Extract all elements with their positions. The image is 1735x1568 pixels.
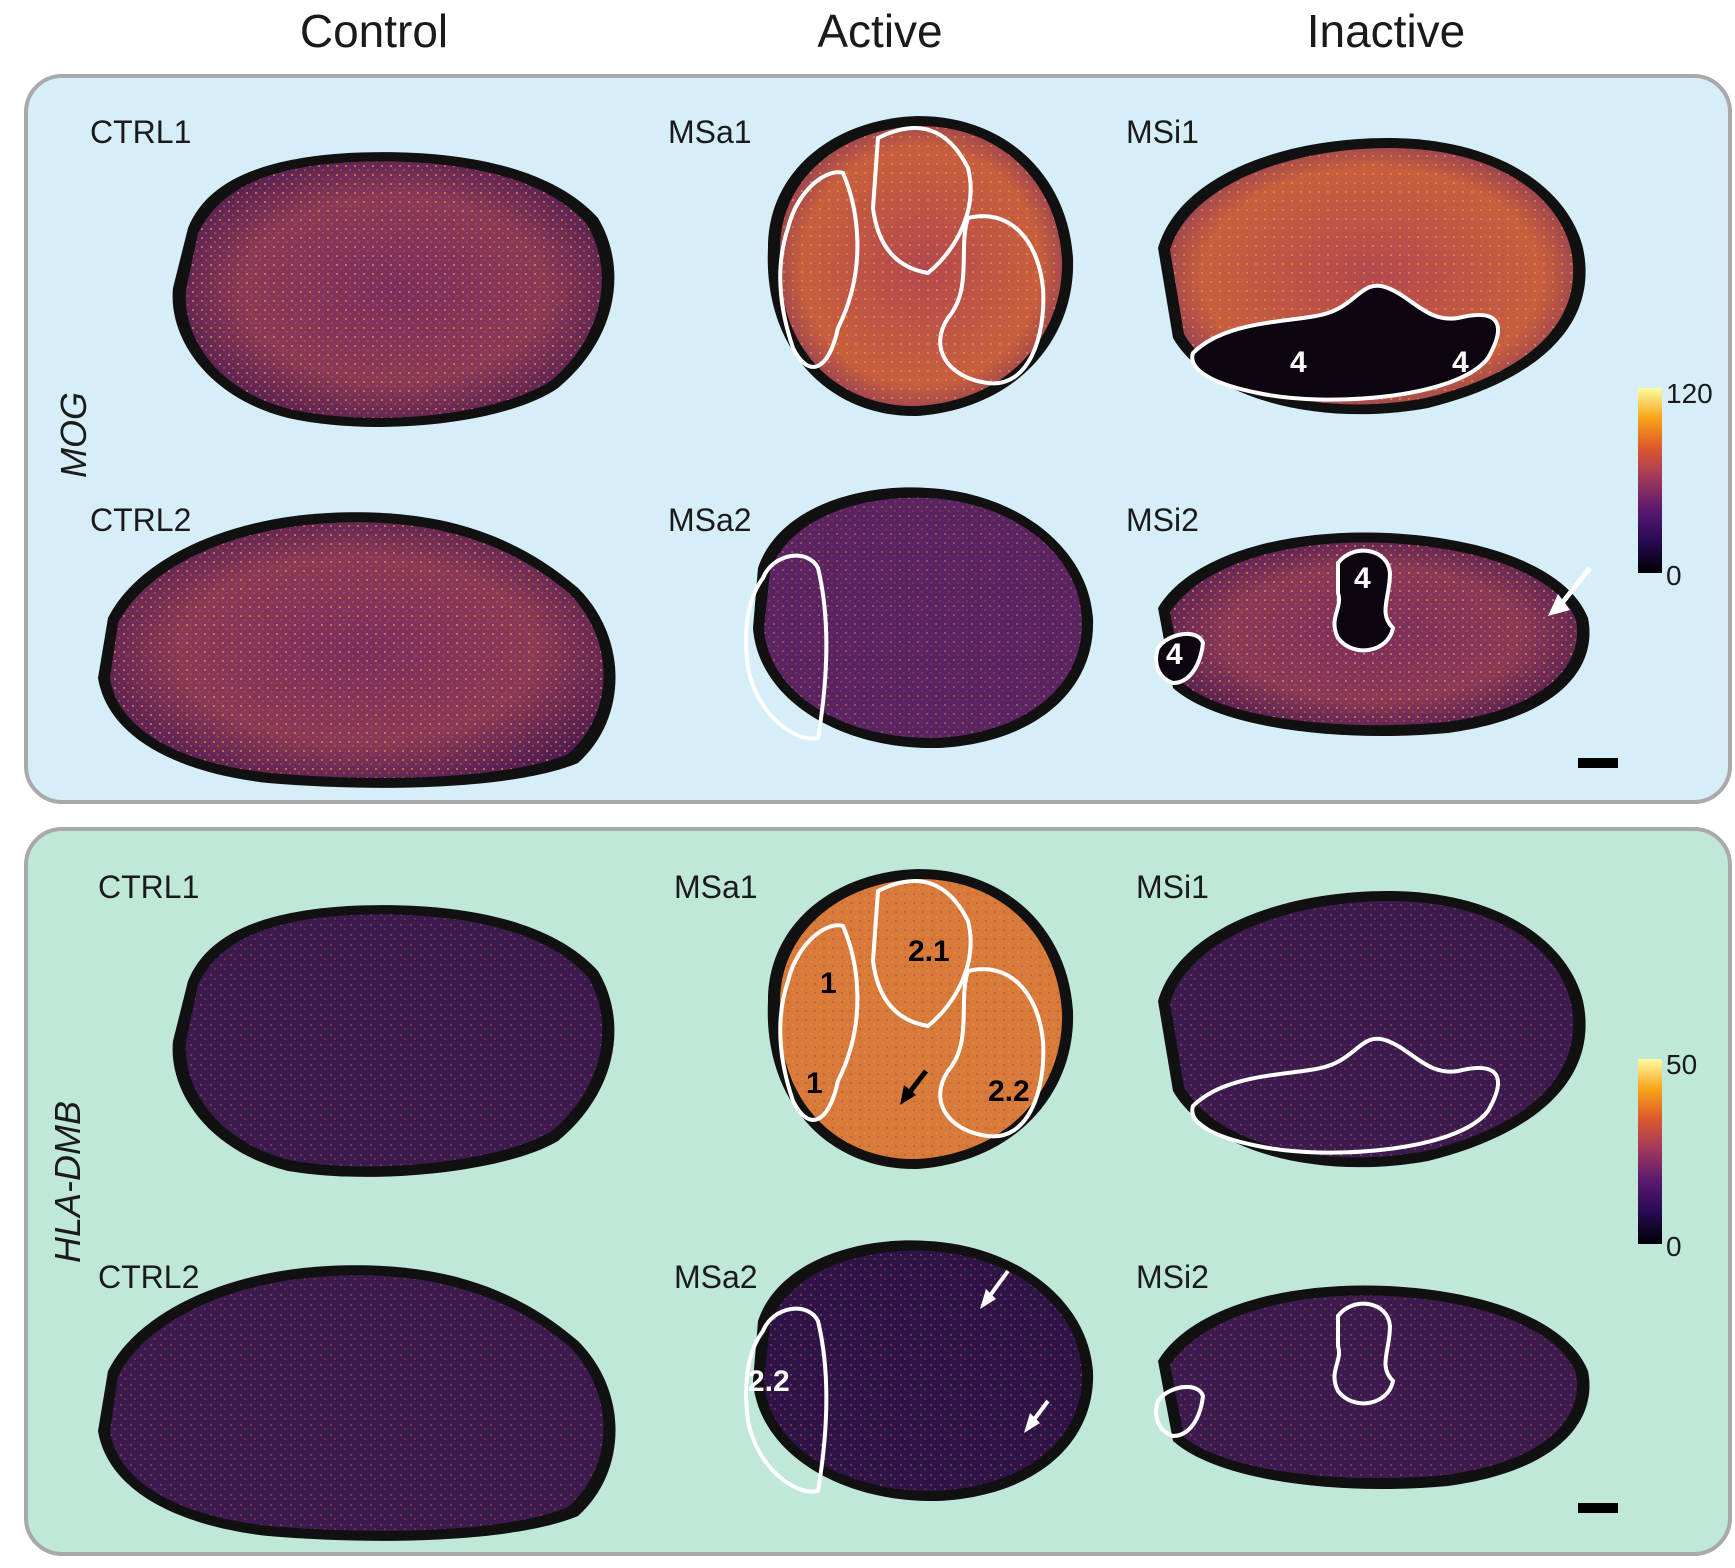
region-label-msa1-d: 2.2: [988, 1075, 1030, 1108]
colorbar-max-hla-dmb: 50: [1666, 1049, 1698, 1080]
colorbar-min-hla-dmb: 0: [1666, 1231, 1682, 1262]
region-label-msa1-a: 1: [820, 967, 837, 1000]
hla-dmb-panel: HLA-DMB CTRL1 CTRL2 MSa1 MSa2 MSi1 MSi2: [24, 827, 1732, 1556]
tissue-image-ctrl2: [98, 512, 616, 788]
mog-panel: MOG CTRL1 CTRL2 MSa1 MSa2 MSi1 MSi2: [24, 74, 1732, 804]
colorbar-min-mog: 0: [1666, 560, 1682, 591]
sample-label-ctrl1: CTRL1: [90, 114, 192, 150]
tissue-image-ctrl1-bottom: [172, 905, 615, 1177]
sample-label-msi2-bottom: MSi2: [1136, 1259, 1209, 1295]
tissue-image-msi1-bottom: [1158, 891, 1586, 1168]
colorbar-max-mog: 120: [1666, 378, 1713, 409]
scale-bar-top: [1578, 758, 1618, 768]
region-label-msi1-b: 4: [1452, 346, 1469, 379]
sample-label-ctrl1-bottom: CTRL1: [98, 869, 200, 905]
tissue-image-msi2-bottom: [1154, 1285, 1590, 1489]
sample-label-msa2: MSa2: [668, 502, 752, 538]
sample-label-msi1-bottom: MSi1: [1136, 869, 1209, 905]
column-header-control: Control: [299, 5, 449, 57]
tissue-image-ctrl2-bottom: [98, 1265, 616, 1541]
sample-label-msa2-bottom: MSa2: [674, 1259, 758, 1295]
tissue-image-msa2: [744, 487, 1094, 749]
region-label-msi1-a: 4: [1290, 346, 1307, 379]
colorbar-mog: [1638, 388, 1662, 573]
region-label-msi2-b: 4: [1354, 562, 1371, 595]
sample-label-msi1: MSi1: [1126, 114, 1199, 150]
tissue-image-msi1: [1158, 138, 1586, 415]
column-header-active: Active: [817, 5, 943, 57]
tissue-image-msa2-bottom: [744, 1240, 1094, 1502]
colorbar-hla-dmb: [1638, 1059, 1662, 1244]
tissue-image-ctrl1: [172, 152, 615, 427]
column-header-inactive: Inactive: [1306, 5, 1466, 57]
sample-label-ctrl2: CTRL2: [90, 502, 192, 538]
gene-label-mog: MOG: [53, 392, 94, 478]
region-label-msi2-a: 4: [1166, 638, 1183, 671]
scale-bar-bottom: [1578, 1503, 1618, 1513]
region-label-msa1-b: 1: [806, 1067, 823, 1100]
tissue-image-msa1-bottom: [767, 869, 1074, 1170]
sample-label-msa1-bottom: MSa1: [674, 869, 758, 905]
sample-label-msi2: MSi2: [1126, 502, 1199, 538]
sample-label-msa1: MSa1: [668, 114, 752, 150]
region-label-msa1-c: 2.1: [908, 935, 950, 968]
tissue-image-msa1: [767, 116, 1074, 417]
sample-label-ctrl2-bottom: CTRL2: [98, 1259, 200, 1295]
tissue-image-msi2: [1154, 532, 1592, 736]
region-label-msa2-a: 2.2: [748, 1365, 790, 1398]
